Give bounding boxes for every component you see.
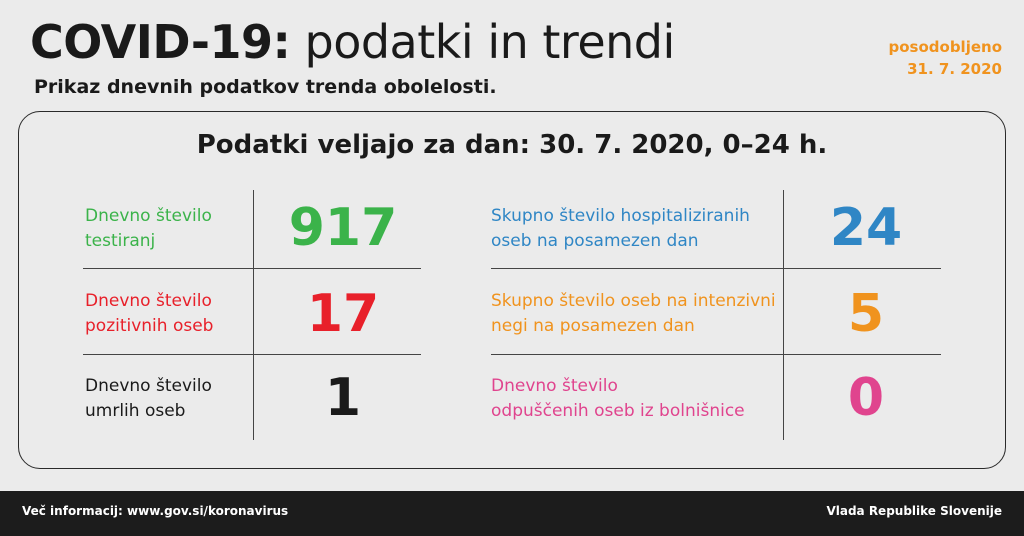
- title-rest: podatki in trendi: [290, 15, 676, 69]
- stat-label-discharged: Dnevno število odpuščenih oseb iz bolniš…: [491, 376, 745, 421]
- stat-label-hospitalized: Skupno število hospitaliziranih oseb na …: [491, 206, 750, 251]
- stat-label-intensive: Skupno število oseb na intenzivni negi n…: [491, 291, 776, 336]
- page-title: COVID-19: podatki in trendi: [30, 14, 675, 70]
- title-bold: COVID-19:: [30, 15, 291, 69]
- divider-right-vertical: [783, 190, 784, 440]
- footer-government: Vlada Republike Slovenije: [826, 504, 1002, 518]
- divider-left-row1: [83, 268, 421, 269]
- footer-bar: Več informacij: www.gov.si/koronavirus V…: [0, 491, 1024, 536]
- stat-value-intensive: 5: [847, 284, 885, 344]
- stat-label-deaths: Dnevno število umrlih oseb: [85, 376, 212, 421]
- updated-label: posodobljeno: [888, 38, 1003, 56]
- divider-left-vertical: [253, 190, 254, 440]
- stat-value-discharged: 0: [847, 368, 885, 428]
- divider-right-row2: [491, 354, 941, 355]
- stat-value-hospitalized: 24: [829, 198, 903, 258]
- stat-label-tests: Dnevno število testiranj: [85, 206, 212, 251]
- page-subtitle: Prikaz dnevnih podatkov trenda obolelost…: [34, 76, 497, 98]
- stat-value-deaths: 1: [324, 368, 362, 428]
- footer-more-info: Več informacij: www.gov.si/koronavirus: [22, 504, 289, 518]
- divider-right-row1: [491, 268, 941, 269]
- stat-value-positive: 17: [306, 284, 380, 344]
- stat-label-positive: Dnevno število pozitivnih oseb: [85, 291, 214, 336]
- stats-panel: Podatki veljajo za dan: 30. 7. 2020, 0–2…: [18, 111, 1006, 469]
- panel-title: Podatki veljajo za dan: 30. 7. 2020, 0–2…: [196, 130, 828, 160]
- stat-value-tests: 917: [288, 198, 398, 258]
- divider-left-row2: [83, 354, 421, 355]
- updated-date: posodobljeno 31. 7. 2020: [889, 36, 1003, 80]
- updated-value: 31. 7. 2020: [907, 60, 1002, 78]
